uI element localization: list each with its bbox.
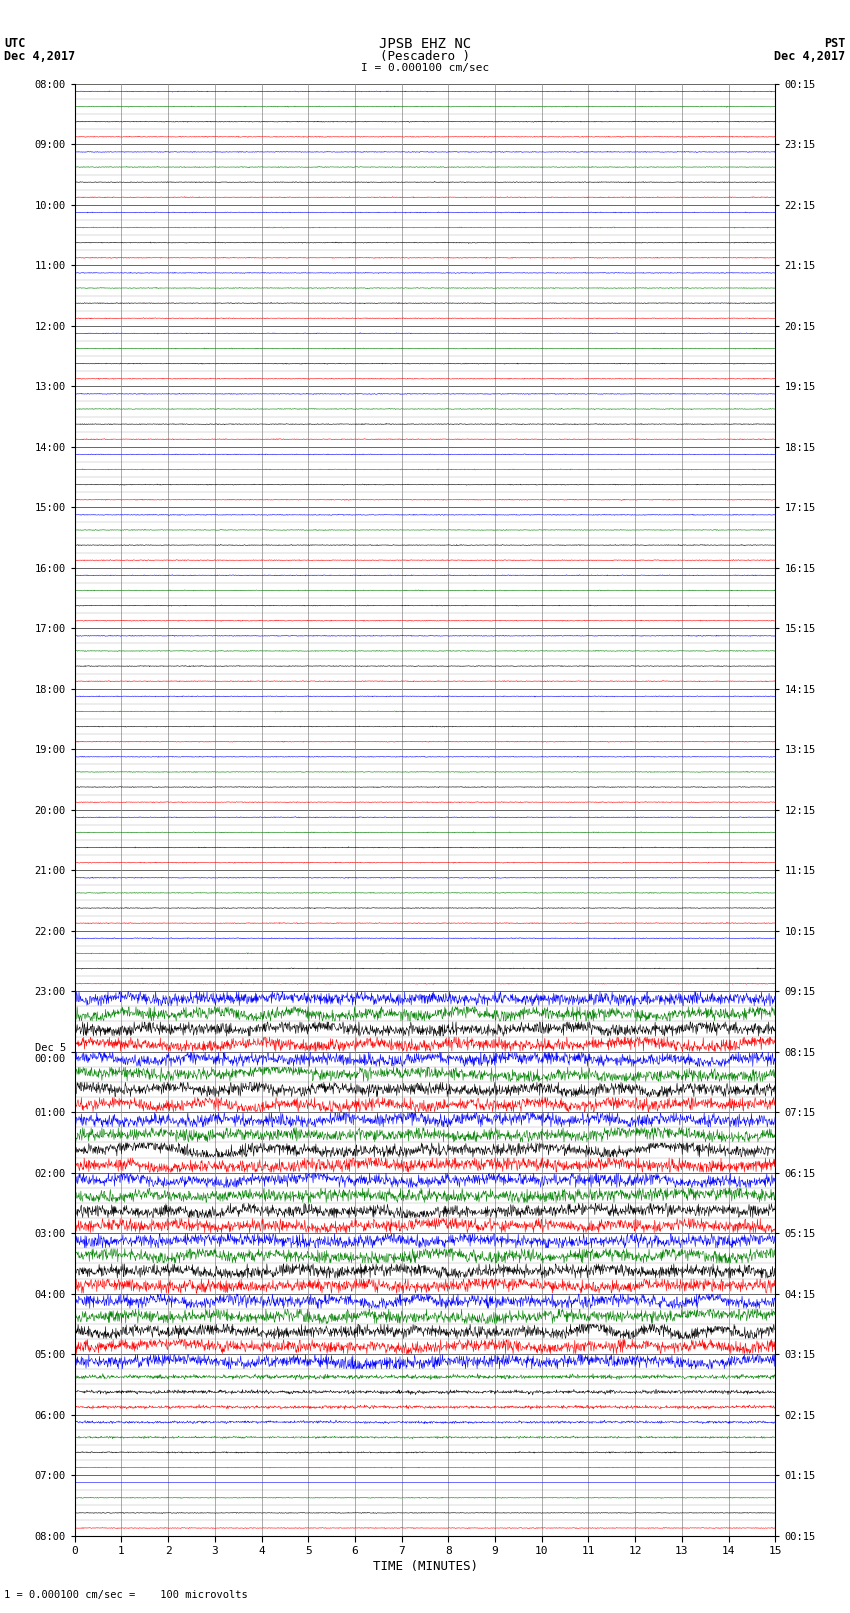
Text: JPSB EHZ NC: JPSB EHZ NC [379, 37, 471, 52]
Text: 1 = 0.000100 cm/sec =    100 microvolts: 1 = 0.000100 cm/sec = 100 microvolts [4, 1590, 248, 1600]
Text: Dec 4,2017: Dec 4,2017 [774, 50, 846, 63]
Text: Dec 4,2017: Dec 4,2017 [4, 50, 76, 63]
Text: PST: PST [824, 37, 846, 50]
Text: (Pescadero ): (Pescadero ) [380, 50, 470, 63]
Text: I = 0.000100 cm/sec: I = 0.000100 cm/sec [361, 63, 489, 73]
Text: UTC: UTC [4, 37, 26, 50]
X-axis label: TIME (MINUTES): TIME (MINUTES) [372, 1560, 478, 1573]
